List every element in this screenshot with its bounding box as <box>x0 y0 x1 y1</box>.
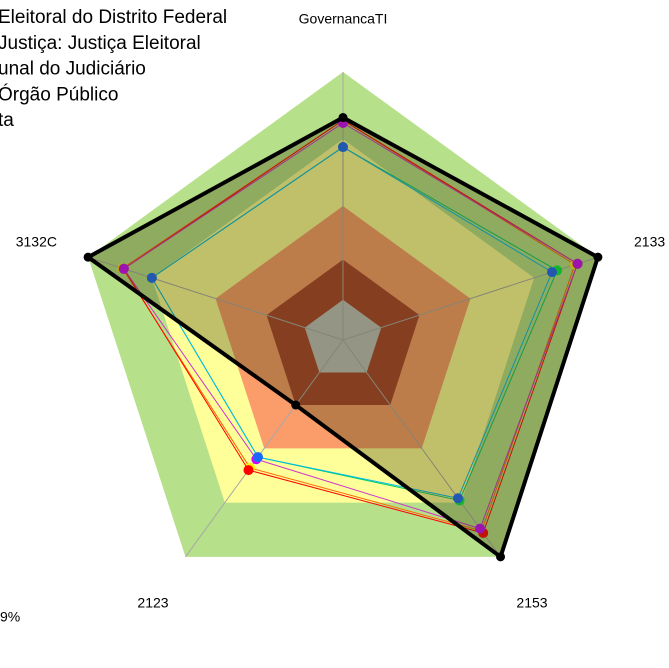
point <box>452 493 463 504</box>
legend-label: Justiça: Justiça Eleitoral <box>0 33 201 54</box>
point <box>338 142 348 153</box>
point <box>291 400 301 410</box>
annotation: 9% <box>0 609 20 625</box>
point <box>146 272 157 283</box>
point <box>118 263 129 274</box>
axis-label: 2123 <box>137 595 168 611</box>
point <box>252 452 263 463</box>
point <box>496 552 506 562</box>
spoke <box>342 339 501 558</box>
point <box>572 258 583 269</box>
axis-label: 2153 <box>516 595 547 611</box>
point <box>83 252 93 262</box>
point <box>593 252 603 262</box>
legend-label: ta <box>0 110 14 131</box>
legend-label: unal do Judiciário <box>0 59 146 80</box>
point <box>338 113 348 123</box>
point <box>547 267 558 278</box>
point <box>243 465 254 476</box>
series-line <box>151 146 553 499</box>
legend-label: Eleitoral do Distrito Federal <box>0 7 227 28</box>
series-line <box>86 115 600 559</box>
point <box>475 523 486 534</box>
axis-label: 3132C <box>16 234 57 250</box>
axis-label: 2133 <box>634 234 665 250</box>
legend-label: Órgão Público <box>0 83 118 105</box>
spoke <box>185 339 344 558</box>
axis-label: GovernancaTI <box>299 11 388 27</box>
series-line <box>123 122 578 530</box>
spoke <box>87 256 344 341</box>
series-line <box>122 119 576 532</box>
